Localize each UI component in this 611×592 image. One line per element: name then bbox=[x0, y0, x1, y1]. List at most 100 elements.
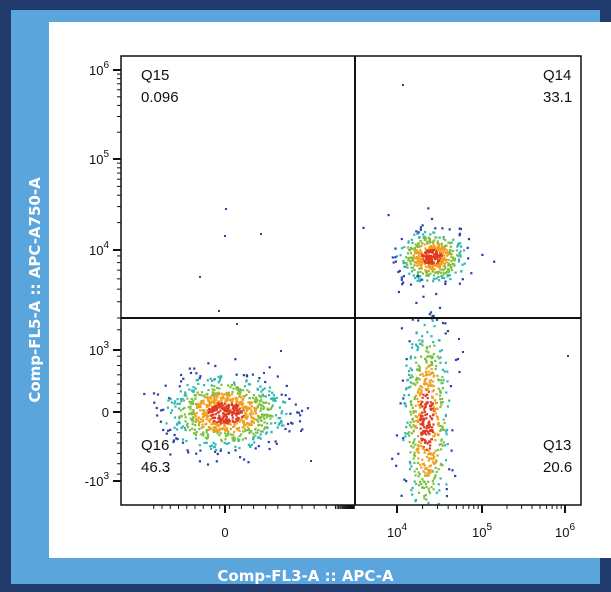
event-dot bbox=[411, 318, 414, 321]
event-dot bbox=[439, 350, 442, 353]
event-dot bbox=[415, 361, 418, 364]
event-dot bbox=[289, 412, 292, 415]
event-dot bbox=[233, 438, 237, 441]
event-dot bbox=[252, 396, 255, 400]
event-dot bbox=[195, 406, 199, 409]
event-dot bbox=[172, 440, 175, 443]
event-dot bbox=[424, 230, 427, 234]
event-dot bbox=[415, 301, 418, 304]
event-dot bbox=[233, 383, 236, 386]
event-dot bbox=[237, 412, 240, 415]
event-dot bbox=[178, 402, 181, 405]
event-dot bbox=[231, 436, 234, 439]
event-dot bbox=[439, 251, 442, 254]
event-dot bbox=[446, 251, 449, 255]
event-dot bbox=[429, 404, 432, 408]
event-dot bbox=[162, 408, 165, 411]
event-dot bbox=[423, 497, 426, 500]
event-dot bbox=[196, 391, 199, 394]
event-dot bbox=[225, 407, 228, 410]
event-dot bbox=[411, 442, 415, 445]
event-dot bbox=[189, 402, 192, 405]
event-dot bbox=[205, 405, 209, 408]
event-dot bbox=[238, 403, 241, 406]
event-dot bbox=[419, 423, 422, 426]
event-dot bbox=[432, 341, 435, 344]
event-dot bbox=[428, 447, 431, 450]
event-dot bbox=[445, 391, 448, 394]
event-dot bbox=[262, 415, 265, 418]
event-dot bbox=[450, 253, 453, 256]
event-dot bbox=[467, 257, 470, 260]
event-dot bbox=[429, 471, 432, 474]
event-dot bbox=[184, 393, 187, 396]
event-dot bbox=[448, 274, 451, 277]
event-dot bbox=[239, 456, 242, 459]
event-dot bbox=[418, 366, 421, 369]
event-dot bbox=[437, 448, 440, 452]
event-dot bbox=[442, 237, 445, 241]
event-dot bbox=[402, 437, 405, 440]
event-dot bbox=[215, 393, 218, 396]
event-dot bbox=[259, 430, 262, 433]
event-dot bbox=[439, 361, 442, 364]
event-dot bbox=[227, 419, 230, 422]
event-dot bbox=[195, 372, 198, 375]
event-dot bbox=[189, 417, 192, 420]
event-dot bbox=[186, 426, 190, 429]
event-dot bbox=[227, 413, 230, 416]
event-dot bbox=[427, 370, 430, 373]
event-dot bbox=[242, 374, 245, 377]
event-dot bbox=[251, 373, 254, 376]
event-dot bbox=[433, 374, 436, 377]
event-dot bbox=[222, 397, 225, 400]
event-dot bbox=[232, 420, 235, 423]
event-dot bbox=[212, 422, 215, 425]
event-dot bbox=[195, 405, 199, 408]
event-dot bbox=[421, 242, 424, 245]
event-dot bbox=[434, 253, 438, 256]
event-dot bbox=[420, 414, 423, 417]
event-dot bbox=[413, 480, 416, 483]
event-dot bbox=[416, 381, 419, 384]
event-dot bbox=[237, 420, 240, 423]
event-dot bbox=[426, 250, 429, 253]
event-dot bbox=[430, 368, 433, 371]
event-dot bbox=[412, 411, 415, 414]
event-dot bbox=[219, 409, 222, 412]
event-dot bbox=[447, 271, 450, 274]
event-dot bbox=[429, 311, 433, 314]
event-dot bbox=[421, 447, 424, 450]
event-dot bbox=[415, 230, 418, 233]
event-dot bbox=[416, 271, 419, 274]
event-dot bbox=[430, 360, 433, 363]
event-dot bbox=[434, 257, 437, 260]
event-dot bbox=[214, 443, 217, 446]
event-dot bbox=[424, 471, 427, 474]
event-dot bbox=[439, 405, 442, 409]
event-dot bbox=[439, 356, 442, 359]
event-dot bbox=[403, 478, 406, 481]
axes: 106 105 104 103 0 -103 0 104 105 106 bbox=[85, 55, 582, 540]
event-dot bbox=[420, 445, 423, 448]
event-dot bbox=[218, 429, 221, 432]
event-dot bbox=[211, 388, 214, 391]
event-dot bbox=[215, 402, 218, 405]
event-dot bbox=[236, 323, 238, 325]
event-dot bbox=[414, 277, 417, 280]
event-dot bbox=[407, 257, 410, 260]
event-dot bbox=[208, 426, 211, 429]
event-dot bbox=[427, 251, 430, 254]
event-dot bbox=[194, 432, 197, 435]
event-dot bbox=[168, 397, 171, 400]
event-dot bbox=[261, 388, 264, 391]
event-dot bbox=[422, 285, 425, 288]
event-dot bbox=[239, 393, 242, 396]
event-dot bbox=[267, 440, 270, 444]
event-dot bbox=[439, 379, 442, 382]
event-dot bbox=[201, 434, 205, 437]
event-dot bbox=[423, 259, 426, 262]
event-dot bbox=[217, 402, 220, 405]
event-dot bbox=[211, 414, 214, 417]
event-dot bbox=[419, 427, 422, 430]
